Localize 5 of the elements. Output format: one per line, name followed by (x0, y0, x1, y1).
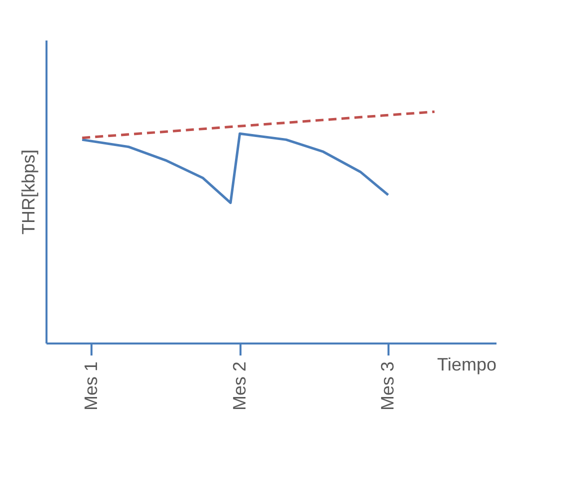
x-tick-label: Mes 1 (80, 362, 101, 411)
x-tick-label: Mes 2 (229, 362, 250, 411)
x-tick-label: Mes 3 (378, 362, 398, 411)
y-axis-title: THR[kbps] (18, 149, 38, 235)
x-axis-title: Tiempo (437, 354, 496, 374)
